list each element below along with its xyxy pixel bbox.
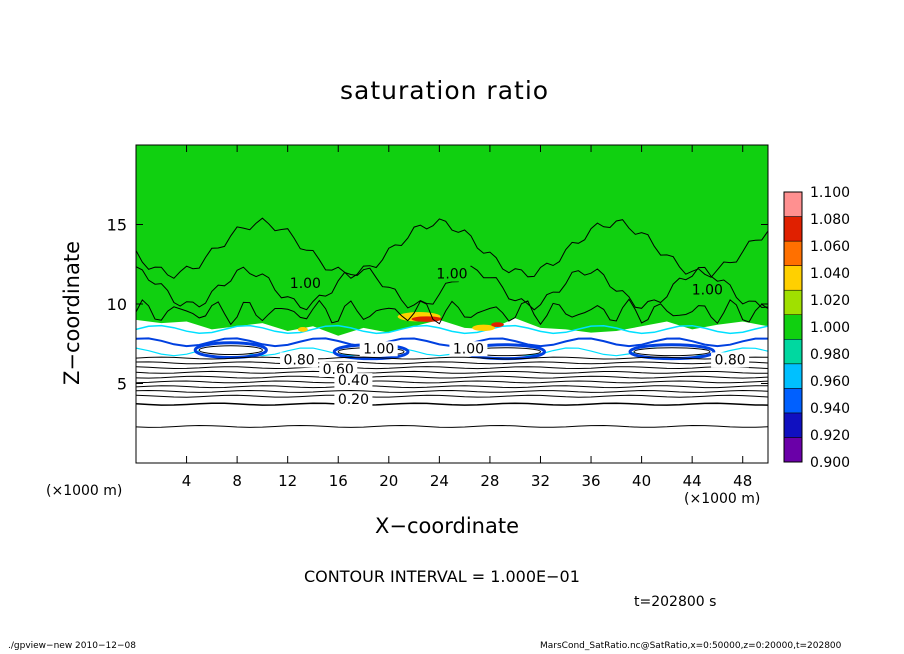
x-tick-label: 16 — [329, 472, 348, 490]
cloud-cell — [198, 345, 263, 355]
x-unit-left: (×1000 m) — [46, 483, 123, 499]
colorbar-label: 1.020 — [810, 293, 850, 309]
contour-label-bg — [688, 282, 727, 298]
contour-line — [136, 356, 768, 360]
x-tick-label: 36 — [581, 472, 600, 490]
colorbar-frame — [783, 191, 803, 463]
contour-line — [136, 402, 768, 406]
footer-file-info: MarsCond_SatRatio.nc@SatRatio,x=0:50000,… — [540, 641, 842, 651]
contour-line — [136, 375, 768, 379]
colorbar-swatch — [783, 289, 803, 315]
contour-label-bg — [359, 341, 398, 357]
footer-program-info: ./gpview−new 2010−12−08 — [8, 641, 136, 651]
colorbar-swatch — [783, 314, 803, 340]
x-tick-label: 40 — [632, 472, 651, 490]
chart-title: saturation ratio — [340, 76, 550, 105]
colorbar-swatch — [783, 412, 803, 438]
subsaturation-band — [136, 324, 768, 335]
y-tick-label: 15 — [107, 216, 127, 235]
colorbar-label: 1.000 — [810, 320, 850, 336]
contour-line — [136, 389, 768, 393]
contour-label: 0.80 — [714, 352, 745, 368]
x-unit-right: (×1000 m) — [684, 491, 761, 507]
contour-line — [136, 370, 768, 374]
contour-line-1.00 — [136, 298, 768, 326]
y-tick-label: 10 — [107, 295, 127, 314]
colorbar-swatch — [783, 339, 803, 365]
colorbar-label: 1.060 — [810, 239, 850, 255]
colorbar: 0.900 0.920 0.940 0.960 0.980 1.000 1.020 1.040… — [783, 185, 850, 471]
contour-label: 1.00 — [363, 341, 394, 357]
time-label: t=202800 s — [634, 594, 717, 610]
contour-label-bg — [711, 352, 750, 368]
supersaturation-patch — [411, 316, 442, 322]
supersaturation-patch — [472, 324, 495, 332]
supersaturation-patch — [297, 327, 308, 332]
contour-line — [136, 361, 768, 365]
contour-label-bg — [334, 392, 373, 408]
contour-line — [136, 385, 768, 389]
y-tick-label: 5 — [117, 375, 127, 394]
contour-interval-label: CONTOUR INTERVAL = 1.000E−01 — [304, 567, 580, 586]
x-axis: 4 8 12 16 20 24 28 32 36 40 44 48 — [182, 145, 752, 490]
plot-fill-layer — [136, 145, 768, 361]
supersaturation-patch — [491, 322, 504, 328]
colorbar-label: 0.980 — [810, 347, 850, 363]
x-tick-label: 32 — [531, 472, 550, 490]
contour-layer: 1.001.001.001.00 1.000.80 0.800.600.400.20 — [136, 217, 768, 428]
contour-label-bg — [286, 276, 325, 292]
colorbar-label: 0.960 — [810, 374, 850, 390]
contour-label: 1.00 — [453, 341, 484, 357]
y-axis-label: Z−coordinate — [60, 241, 84, 385]
colorbar-swatch — [783, 240, 803, 266]
cloud-cell-edge — [628, 343, 716, 361]
cloud-cell-edge — [193, 341, 268, 359]
x-tick-label: 28 — [480, 472, 499, 490]
x-tick-label: 4 — [182, 472, 192, 490]
colorbar-label: 1.080 — [810, 212, 850, 228]
contour-label-bg — [449, 341, 488, 357]
colorbar-label: 0.920 — [810, 428, 850, 444]
colorbar-swatch — [783, 363, 803, 389]
contour-line — [136, 366, 768, 370]
y-axis: 5 10 15 — [107, 216, 768, 394]
colorbar-label: 1.100 — [810, 185, 850, 201]
contour-label-bg — [280, 352, 319, 368]
colorbar-swatch — [783, 437, 803, 463]
contour-line — [136, 394, 768, 398]
contour-label-bg — [334, 373, 373, 389]
saturated-region — [136, 145, 768, 336]
contour-line — [136, 424, 768, 428]
contour-label: 0.20 — [338, 392, 369, 408]
colorbar-swatch — [783, 191, 803, 217]
x-tick-label: 24 — [430, 472, 449, 490]
colorbar-swatch — [783, 216, 803, 242]
contour-label: 1.00 — [436, 267, 467, 283]
colorbar-label: 1.040 — [810, 266, 850, 282]
contour-label: 0.80 — [283, 352, 314, 368]
x-axis-label: X−coordinate — [375, 514, 519, 538]
x-tick-label: 44 — [683, 472, 702, 490]
contour-label-bg — [433, 266, 471, 282]
contour-label: 1.00 — [290, 276, 321, 292]
x-tick-label: 8 — [232, 472, 242, 490]
x-tick-label: 48 — [733, 472, 752, 490]
contour-line — [136, 380, 768, 384]
contour-label: 1.00 — [692, 282, 723, 298]
colorbar-label: 0.940 — [810, 401, 850, 417]
x-tick-label: 20 — [379, 472, 398, 490]
colorbar-label: 0.900 — [810, 455, 850, 471]
x-tick-label: 12 — [278, 472, 297, 490]
contour-label: 0.40 — [338, 373, 369, 389]
contour-line-1.00 — [136, 217, 768, 279]
cloud-cell — [633, 347, 711, 357]
colorbar-swatch — [783, 265, 803, 291]
colorbar-swatch — [783, 388, 803, 414]
contour-line-1.00 — [136, 265, 768, 311]
